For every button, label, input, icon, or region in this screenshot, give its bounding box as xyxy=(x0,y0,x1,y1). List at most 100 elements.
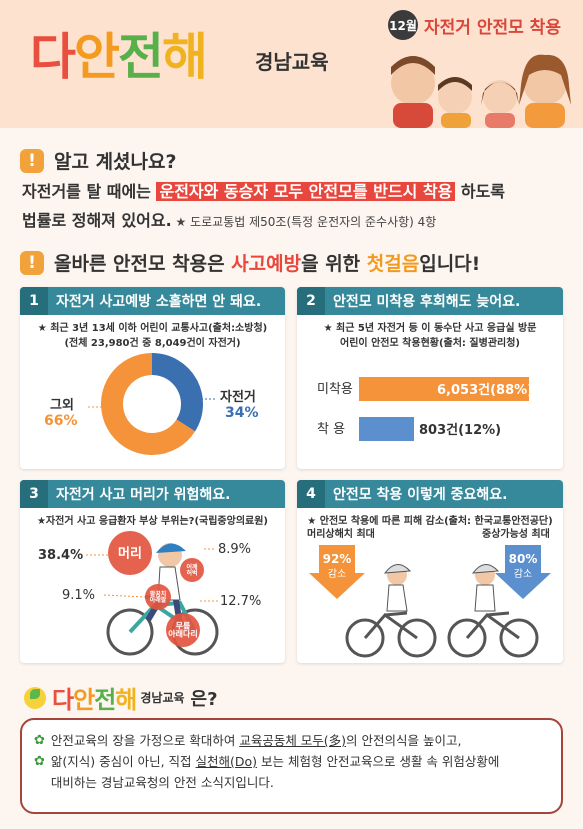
donut-value-bike: 34% xyxy=(225,405,259,421)
injury-label-0: 머리 xyxy=(118,545,142,561)
cyclist-right-illustration xyxy=(447,564,539,658)
info-text-3: 대비하는 경남교육청의 안전 소식지입니다. xyxy=(50,775,274,790)
injury-label-2: 팔꿈치 xyxy=(150,590,167,598)
bar-0 xyxy=(359,377,529,401)
donut-slice-0 xyxy=(151,353,203,432)
warning-icon: ! xyxy=(20,148,44,173)
reduce-value-1: 80% xyxy=(509,552,538,566)
section1-title: 알고 계셨나요? xyxy=(54,151,177,173)
reduce-sub-0: 감소 xyxy=(328,568,346,580)
card-3-title: 자전거 사고 머리가 위험해요. xyxy=(56,487,231,503)
brand-char-1: 다 xyxy=(52,686,74,714)
logo: 다안전해 xyxy=(30,32,208,82)
bar-1 xyxy=(359,417,414,441)
brand-char-3: 전 xyxy=(94,686,116,714)
card-1-header: 1 자전거 사고예방 소홀하면 안 돼요. xyxy=(20,287,285,315)
bar-value-1: 803건(12%) xyxy=(419,422,501,438)
main-content xyxy=(0,128,583,829)
injury-value-0: 38.4% xyxy=(38,548,83,563)
section2-title-post: 입니다! xyxy=(419,253,481,275)
section2-heading: ! 올바른 안전모 착용은 사고예방을 위한 첫걸음입니다! xyxy=(20,249,480,276)
card-2-note-2: 어린이 안전모 착용현황(출처: 질병관리청) xyxy=(340,338,520,349)
month-tag: 12월 자전거 안전모 착용 xyxy=(388,10,561,40)
damage-reduction-chart: 머리상해치 최대 92% 감소 중상가능성 최대 80% 감소 xyxy=(307,527,551,658)
logo-subtitle: 경남교육 xyxy=(255,50,329,74)
reduce-category-0: 머리상해치 최대 xyxy=(307,527,375,540)
warning-icon: ! xyxy=(20,250,44,275)
donut-label-bike: 자전거 xyxy=(220,389,256,405)
logo-char-3: 전 xyxy=(118,28,164,86)
section1-body: 자전거를 탈 때에는 운전자와 동승자 모두 안전모를 반드시 착용 하도록 법… xyxy=(22,177,572,237)
injury-label-3: 무릎 xyxy=(176,621,191,631)
header-banner: 다안전해 경남교육 12월 자전거 안전모 착용 xyxy=(0,0,583,128)
info-text-2u: 실천해(Do) xyxy=(195,754,258,769)
brand-question: 은? xyxy=(190,688,218,710)
donut-label-other: 그외 xyxy=(50,397,74,413)
card-1-number: 1 xyxy=(20,287,48,315)
brand-char-2: 안 xyxy=(73,686,95,714)
card-2-header: 2 안전모 미착용 후회해도 늦어요. xyxy=(297,287,563,315)
info-text-1u: 교육공동체 모두(多) xyxy=(239,733,347,748)
injury-label-2: 아래팔 xyxy=(150,596,167,604)
info-text-1b: 의 안전의식을 높이고, xyxy=(346,733,462,748)
brand-subtitle: 경남교육 xyxy=(140,691,185,705)
card-4-number: 4 xyxy=(297,480,325,508)
injury-label-1: 어깨 xyxy=(186,563,198,571)
injury-bubble-3 xyxy=(166,613,200,647)
family-illustration xyxy=(391,54,571,128)
section1-text-post: 하도록 xyxy=(455,182,506,201)
card-2-number: 2 xyxy=(297,287,325,315)
clover-icon: ✿ xyxy=(34,733,45,748)
injury-bubble-0 xyxy=(108,531,152,575)
brand-char-4: 해 xyxy=(115,686,137,714)
card-1-title: 자전거 사고예방 소홀하면 안 돼요. xyxy=(56,294,262,310)
card-1-note-2: (전체 23,980건 중 8,049건이 자전거) xyxy=(64,338,241,349)
reduce-value-0: 92% xyxy=(323,552,352,566)
info-box: ✿ 안전교육의 장을 가정으로 확대하여 교육공동체 모두(多)의 안전의식을 높… xyxy=(20,718,563,814)
card-4-header: 4 안전모 착용 이렇게 중요해요. xyxy=(297,480,563,508)
logo-char-1: 다 xyxy=(30,28,76,86)
card-4-title: 안전모 착용 이렇게 중요해요. xyxy=(333,487,508,503)
card-3: 3 자전거 사고 머리가 위험해요. ★자전거 사고 응급환자 부상 부위는?(국… xyxy=(20,480,285,663)
card-2: 2 안전모 미착용 후회해도 늦어요. ★ 최근 5년 자전거 등 이 동수단 사… xyxy=(297,287,563,469)
clover-icon: ✿ xyxy=(34,754,45,769)
logo-char-2: 안 xyxy=(74,28,120,86)
section1-text-line2: 법률로 정해져 있어요. xyxy=(22,211,172,230)
card-4: 4 안전모 착용 이렇게 중요해요. ★ 안전모 착용에 따른 피해 감소(출처:… xyxy=(297,480,563,663)
info-text-1a: 안전교육의 장을 가정으로 확대하여 xyxy=(50,733,240,748)
donut-slice-1 xyxy=(101,353,196,455)
sprout-icon xyxy=(24,686,46,709)
logo-char-4: 해 xyxy=(162,28,208,86)
section1-heading: ! 알고 계셨나요? xyxy=(20,147,177,174)
card-3-header: 3 자전거 사고 머리가 위험해요. xyxy=(20,480,285,508)
card-4-note-1: ★ 안전모 착용에 따른 피해 감소(출처: 한국교통안전공단) xyxy=(307,516,553,527)
section2-title-red: 사고예방 xyxy=(231,253,302,275)
injury-value-1: 8.9% xyxy=(218,542,251,557)
injury-label-3: 아래다리 xyxy=(168,629,197,639)
card-1: 1 자전거 사고예방 소홀하면 안 돼요. ★ 최근 3년 13세 이하 어린이 … xyxy=(20,287,285,469)
bottom-brand: 다안전해 경남교육 은? xyxy=(24,680,218,715)
injury-label-1: 허벅 xyxy=(186,569,197,577)
info-text-2a: 앎(지식) 중심이 아닌, 직접 xyxy=(50,754,196,769)
section2-title-orange: 첫걸음 xyxy=(366,253,420,275)
donut-value-other: 66% xyxy=(44,413,78,429)
donut-chart: 자전거 34% 그외 66% xyxy=(44,353,259,455)
card-3-note-1: ★자전거 사고 응급환자 부상 부위는?(국립중앙의료원) xyxy=(36,516,269,527)
section1-highlight: 운전자와 동승자 모두 안전모를 반드시 착용 xyxy=(156,182,456,201)
section2-title-pre: 올바른 안전모 착용은 xyxy=(54,253,232,275)
reduce-category-1: 중상가능성 최대 xyxy=(482,527,550,540)
section1-text-pre: 자전거를 탈 때에는 xyxy=(22,182,157,201)
card-3-number: 3 xyxy=(20,480,48,508)
section2-title-mid: 을 위한 xyxy=(301,253,367,275)
bar-category-0: 미착용 xyxy=(317,382,353,397)
info-line-2: ✿ 앎(지식) 중심이 아닌, 직접 실천해(Do) 보는 체험형 안전교육으로 … xyxy=(34,751,549,793)
law-reference: ★ 도로교통법 제50조(특정 운전자의 준수사항) 4항 xyxy=(171,215,437,229)
injury-bubble-2 xyxy=(145,584,171,610)
helmet-usage-bar-chart: 미착용 6,053건(88%) 착 용 803건(12%) xyxy=(317,377,533,441)
info-text-2b: 보는 체험형 안전교육으로 생활 속 위험상황에 xyxy=(257,754,500,769)
cyclist-left-illustration xyxy=(345,564,437,658)
down-arrow-icon xyxy=(309,545,365,599)
injury-bubble-1 xyxy=(180,558,204,582)
month-badge: 12월 xyxy=(388,10,418,40)
down-arrow-icon xyxy=(495,545,551,599)
